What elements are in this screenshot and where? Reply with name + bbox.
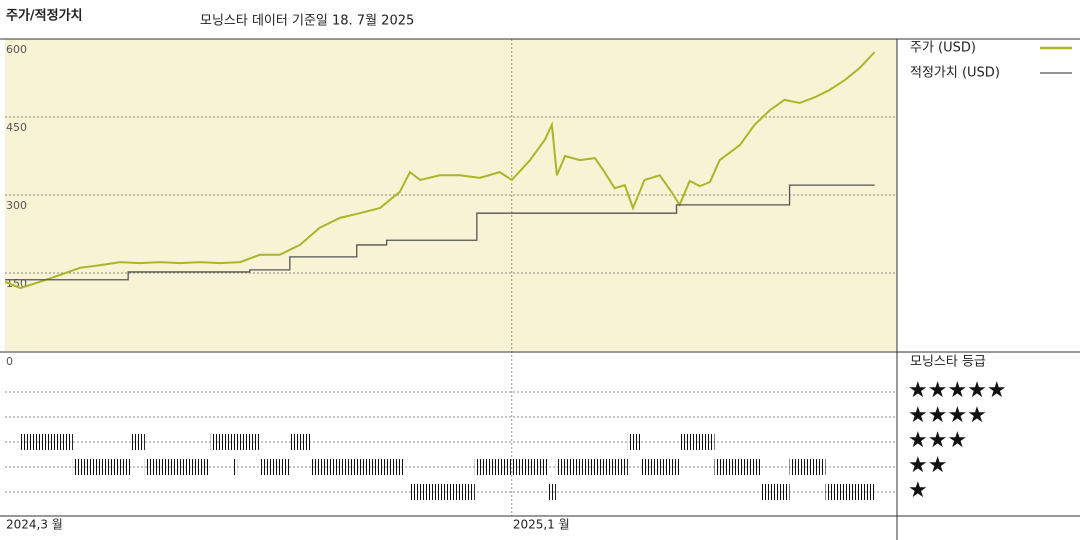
rating-segment — [761, 484, 790, 500]
y-tick-label: 600 — [6, 43, 27, 56]
rating-segment — [409, 484, 475, 500]
y-tick-label: 0 — [6, 355, 13, 368]
legend-label: 적정가치 (USD) — [910, 66, 1000, 81]
legend-stars: ★★★★ — [908, 403, 987, 428]
rating-segment — [555, 459, 628, 475]
rating-segment — [144, 459, 210, 475]
legend-stars: ★★★★★ — [908, 378, 1007, 403]
rating-segment — [210, 434, 260, 450]
rating-segment — [259, 459, 290, 475]
series-line — [4, 51, 876, 290]
rating-segment — [679, 434, 715, 450]
rating-segment — [789, 459, 826, 475]
rating-segment — [547, 484, 556, 500]
rating-segment — [130, 434, 145, 450]
rating-segment — [20, 434, 73, 450]
rating-segment — [714, 459, 762, 475]
legend-stars: ★ — [908, 478, 928, 503]
chart-subtitle: 모닝스타 데이터 기준일 18. 7월 2025 — [200, 14, 414, 29]
chart-title: 주가/적정가치 — [6, 8, 83, 24]
rating-segment — [825, 484, 875, 500]
rating-segment — [641, 459, 680, 475]
y-tick-label: 300 — [6, 199, 27, 212]
series-line — [5, 184, 875, 281]
rating-segment — [627, 434, 642, 450]
rating-segment — [72, 459, 131, 475]
rating-segment — [310, 459, 404, 475]
x-tick-label: 2025,1 월 — [513, 518, 570, 532]
x-tick-label: 2024,3 월 — [6, 518, 63, 532]
rating-segment — [233, 459, 238, 475]
legend-label: 주가 (USD) — [910, 41, 976, 56]
y-tick-label: 450 — [6, 121, 27, 134]
rating-segment — [474, 459, 548, 475]
legend-stars: ★★★ — [908, 428, 967, 453]
rating-title: 모닝스타 등급 — [910, 355, 986, 370]
rating-segment — [289, 434, 311, 450]
legend-stars: ★★ — [908, 453, 947, 478]
